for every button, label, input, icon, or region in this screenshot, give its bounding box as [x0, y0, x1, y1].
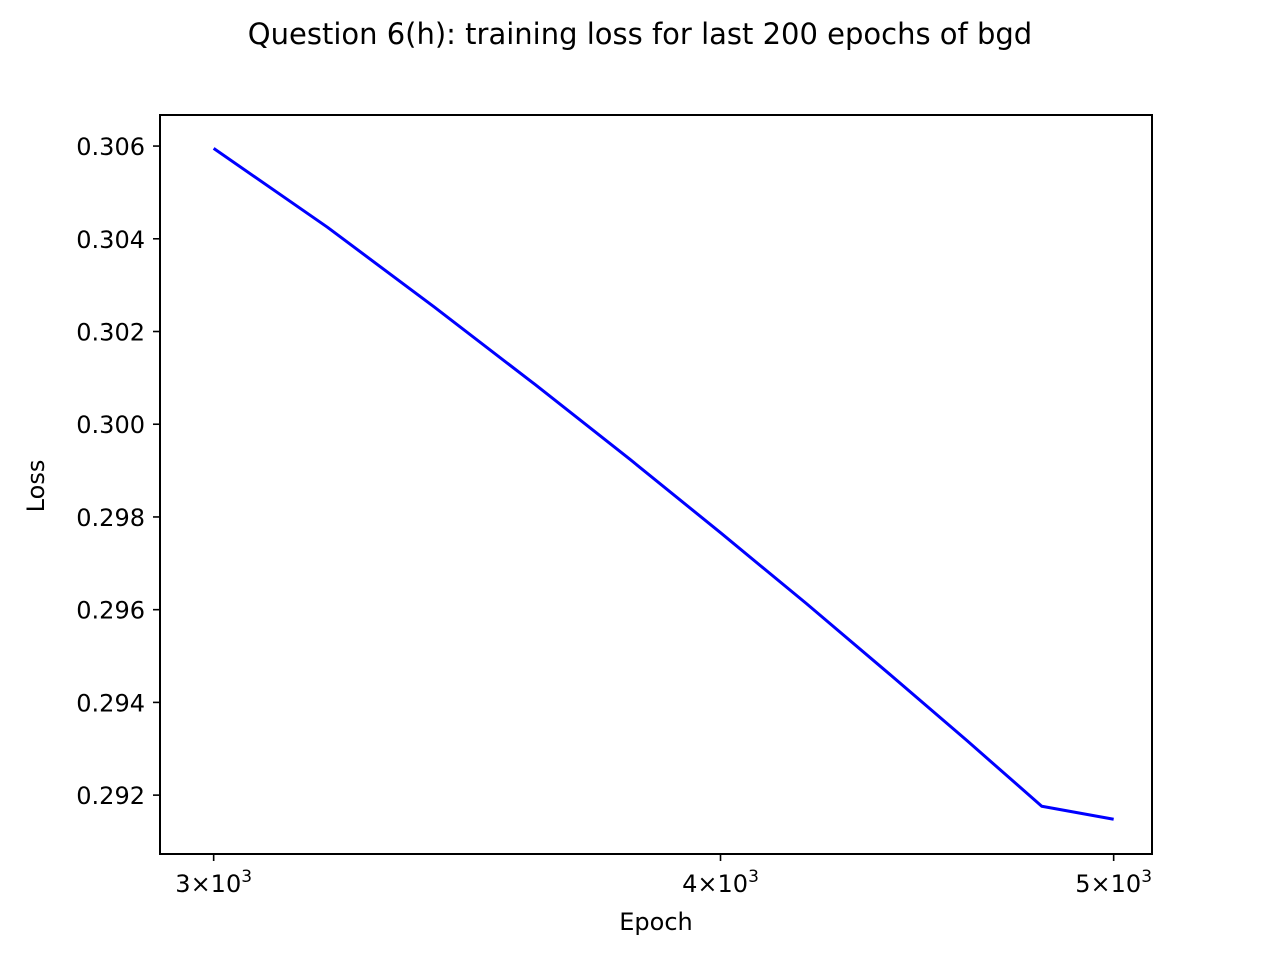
x-tick-base: 10 — [1111, 870, 1142, 898]
x-tick-base: 10 — [718, 870, 749, 898]
plot-area: 0.292 0.294 0.296 0.298 0.300 0.302 0.304 0.306… — [76, 114, 1153, 898]
y-tick-label: 0.298 — [76, 504, 145, 532]
series-line-0 — [212, 147, 1114, 821]
x-axis-label: Epoch — [619, 908, 693, 936]
x-tick-times-symbol: × — [697, 870, 717, 898]
y-tick-label: 0.292 — [76, 782, 145, 810]
plot-frame — [159, 114, 1153, 855]
y-tick-label: 0.300 — [76, 411, 145, 439]
x-tick-label: 4×103 — [682, 867, 759, 898]
x-tick-mantissa: 3 — [175, 870, 190, 898]
y-tick-label: 0.294 — [76, 689, 145, 717]
x-tick-exponent: 3 — [748, 867, 759, 887]
x-tick-mantissa: 5 — [1075, 870, 1090, 898]
chart-title: Question 6(h): training loss for last 20… — [248, 17, 1032, 51]
x-tick-exponent: 3 — [241, 867, 252, 887]
x-tick-label: 3×103 — [175, 867, 252, 898]
y-tick-label: 0.304 — [76, 226, 145, 254]
x-tick-mantissa: 4 — [682, 870, 697, 898]
y-tick-label: 0.302 — [76, 319, 145, 347]
x-tick-base: 10 — [211, 870, 242, 898]
x-tick-label: 5×103 — [1075, 867, 1152, 898]
x-tick-times-symbol: × — [191, 870, 211, 898]
x-tick-times-symbol: × — [1091, 870, 1111, 898]
y-tick-label: 0.296 — [76, 597, 145, 625]
y-axis-label: Loss — [22, 460, 50, 513]
x-tick-exponent: 3 — [1141, 867, 1152, 887]
y-tick-label: 0.306 — [76, 133, 145, 161]
